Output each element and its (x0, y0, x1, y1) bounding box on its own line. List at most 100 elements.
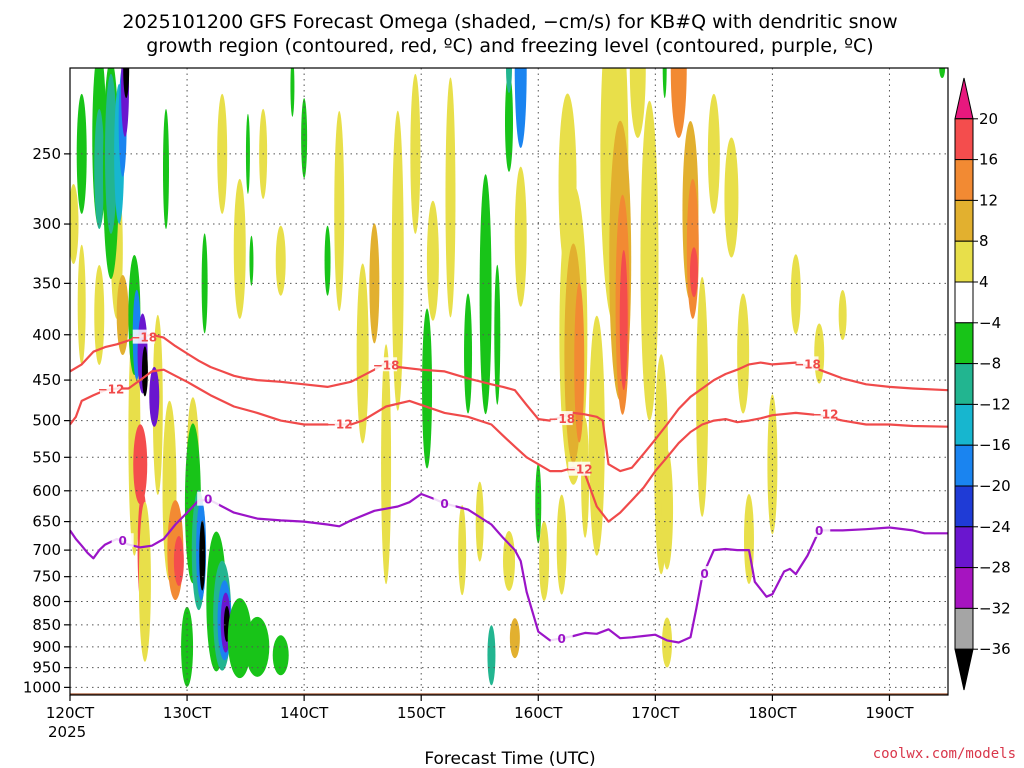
colorbar-segment (954, 240, 974, 283)
omega-cell (173, 535, 184, 586)
contour-label-bg (808, 522, 831, 537)
omega-cell (391, 110, 404, 411)
contour-label-bg (814, 406, 837, 421)
omega-cell (272, 635, 289, 676)
y-tick-label: 250 (32, 145, 61, 163)
colorbar-top-triangle (954, 77, 974, 120)
contour-label: 0 (700, 567, 708, 581)
surface-ground-band (70, 693, 948, 695)
chart-title-line2: growth region (contoured, red, ºC) and f… (146, 35, 873, 57)
colorbar-label: 8 (979, 232, 989, 250)
x-tick-label: 150CT (397, 704, 446, 722)
contour-label-bg (796, 356, 819, 371)
omega-cell (381, 344, 392, 585)
omega-cell (838, 290, 847, 341)
contour-minus18 (70, 333, 948, 473)
contour-label-bg (693, 566, 716, 581)
contour-label-bg (132, 329, 155, 344)
omega-cell (445, 77, 456, 318)
x-tick-label: 130CT (163, 704, 212, 722)
plot-frame (69, 67, 949, 696)
colorbar-label: 16 (979, 151, 998, 169)
omega-shading (70, 68, 946, 687)
x-axis-title: Forecast Time (UTC) (424, 749, 595, 768)
colorbar-label: −12 (979, 395, 1011, 413)
y-tick-label: 950 (32, 659, 61, 677)
omega-cell (724, 137, 739, 258)
omega-cell (138, 501, 151, 662)
contour-label: 0 (440, 497, 448, 511)
omega-cell (464, 293, 473, 414)
omega-cell (301, 98, 308, 179)
contour-label: 0 (558, 632, 566, 646)
omega-cell (661, 449, 674, 570)
omega-cell (479, 174, 492, 415)
contour-label: 0 (815, 524, 823, 538)
colorbar: 20 16 12 8 4 −4 −8 −12 −16 −20 −24 −28 −32 −36 (954, 77, 1011, 691)
surface-band (70, 693, 948, 695)
colorbar-label: −4 (979, 314, 1001, 332)
contour-label-bg (550, 631, 573, 646)
omega-cell (475, 481, 484, 562)
contour-label-bg (433, 496, 456, 511)
omega-cell (494, 264, 501, 405)
y-tick-label: 900 (32, 638, 61, 656)
colorbar-segment (954, 199, 974, 242)
credit-link[interactable]: coolwx.com/models (873, 746, 1016, 762)
omega-cell (670, 68, 687, 138)
omega-cell (505, 71, 513, 172)
contour-label: −12 (566, 463, 593, 477)
colorbar-segment (954, 567, 974, 609)
contour-label: 0 (204, 493, 212, 507)
contour-label: 0 (119, 534, 127, 548)
colorbar-segment (954, 444, 974, 487)
colorbar-segment (954, 607, 974, 650)
x-tick-label: 170CT (631, 704, 680, 722)
omega-cell (514, 68, 527, 148)
omega-cell (233, 178, 246, 319)
colorbar-segment (954, 485, 974, 528)
omega-cell (689, 247, 698, 298)
omega-cell (790, 254, 801, 335)
contour-label: −12 (98, 382, 125, 396)
omega-cell (410, 73, 421, 234)
chart-title-line1: 2025101200 GFS Forecast Omega (shaded, −… (122, 11, 897, 33)
colorbar-label: −32 (979, 599, 1011, 617)
omega-cell (104, 73, 117, 234)
colorbar-segment (954, 281, 974, 324)
omega-cell (133, 424, 148, 505)
colorbar-label: −16 (979, 436, 1011, 454)
colorbar-label: −28 (979, 559, 1011, 577)
omega-cell (123, 68, 130, 98)
omega-cell (426, 200, 439, 321)
colorbar-bottom-triangle (954, 648, 974, 691)
omega-cell (588, 315, 605, 556)
contour-freezing-0 (70, 492, 948, 644)
omega-cell (640, 100, 659, 421)
y-tick-label: 550 (32, 448, 61, 466)
y-tick-label: 300 (32, 215, 61, 233)
contour-label-bg (111, 533, 134, 548)
omega-cell (141, 346, 148, 397)
omega-cell (290, 68, 295, 117)
omega-cell (217, 93, 228, 214)
x-axis-year-label: 2025 (48, 723, 86, 741)
omega-cell (506, 68, 512, 93)
omega-cell (162, 108, 169, 229)
omega-cell (249, 235, 254, 286)
colorbar-label: −8 (979, 355, 1001, 373)
contour-label-bg (99, 381, 122, 396)
plot-area: −18 −18 −18 −18 −12 −12 −12 −12 0 0 0 0 0 0 (69, 67, 949, 696)
contour-label-bg (568, 461, 591, 476)
omega-cell (227, 598, 252, 679)
omega-cell (539, 520, 550, 601)
omega-cell (509, 618, 520, 659)
colorbar-label: −24 (979, 518, 1011, 536)
y-tick-label: 650 (32, 513, 61, 531)
omega-cell (356, 263, 369, 444)
omega-cell (696, 276, 709, 517)
x-tick-label: 190CT (865, 704, 914, 722)
x-axis-time: 120CT 130CT 140CT 150CT 160CT 170CT 180CT 190CT (46, 695, 914, 722)
omega-cell (556, 494, 567, 595)
